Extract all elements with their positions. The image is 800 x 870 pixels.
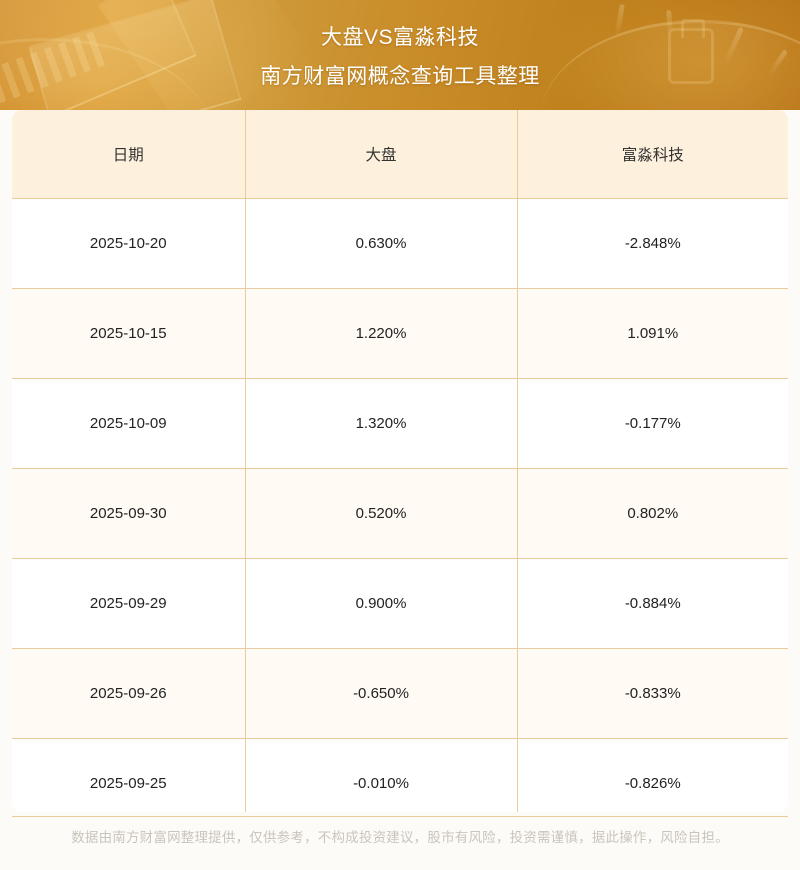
cell-date: 2025-10-15: [12, 287, 246, 378]
cell-index: 0.630%: [245, 197, 518, 288]
page-title: 大盘VS富淼科技: [320, 25, 479, 49]
table-body: 2025-10-20 0.630% -2.848% 2025-10-15 1.2…: [12, 197, 788, 812]
cell-date: 2025-09-30: [12, 467, 246, 558]
table-row: 2025-09-26 -0.650% -0.833%: [12, 647, 788, 738]
cell-stock: -0.833%: [517, 647, 788, 738]
cell-date: 2025-10-09: [12, 377, 246, 468]
header-banner: 大盘VS富淼科技 南方财富网概念查询工具整理: [0, 0, 800, 110]
cell-stock: 0.802%: [517, 467, 788, 558]
disclaimer-note: 数据由南方财富网整理提供，仅供参考，不构成投资建议，股市有风险，投资需谨慎，据此…: [71, 830, 729, 845]
cell-stock: -0.177%: [517, 377, 788, 468]
cell-date: 2025-10-20: [12, 197, 246, 288]
table-row: 2025-10-20 0.630% -2.848%: [12, 197, 788, 288]
cell-index: -0.650%: [245, 647, 518, 738]
cell-stock: -0.884%: [517, 557, 788, 648]
footer: 数据由南方财富网整理提供，仅供参考，不构成投资建议，股市有风险，投资需谨慎，据此…: [12, 816, 788, 846]
table-header-row: 日期 大盘 富淼科技: [12, 110, 788, 198]
table-row: 2025-09-29 0.900% -0.884%: [12, 557, 788, 648]
table-row: 2025-10-09 1.320% -0.177%: [12, 377, 788, 468]
cell-index: 0.900%: [245, 557, 518, 648]
cell-date: 2025-09-25: [12, 737, 246, 812]
cell-date: 2025-09-29: [12, 557, 246, 648]
cell-stock: -0.826%: [517, 737, 788, 812]
cell-index: 0.520%: [245, 467, 518, 558]
cell-index: -0.010%: [245, 737, 518, 812]
cell-date: 2025-09-26: [12, 647, 246, 738]
column-header-stock: 富淼科技: [517, 110, 788, 198]
table-card: 南方财富网 Southmoney.com 日期 大盘 富淼科技 2025-10-…: [12, 110, 788, 812]
banner-text-block: 大盘VS富淼科技 南方财富网概念查询工具整理: [0, 0, 800, 110]
comparison-table: 日期 大盘 富淼科技 2025-10-20 0.630% -2.848% 202…: [12, 110, 788, 812]
page-subtitle: 南方财富网概念查询工具整理: [260, 64, 540, 88]
table-row: 2025-10-15 1.220% 1.091%: [12, 287, 788, 378]
table-row: 2025-09-25 -0.010% -0.826%: [12, 737, 788, 812]
cell-index: 1.220%: [245, 287, 518, 378]
column-header-index: 大盘: [245, 110, 518, 198]
table-row: 2025-09-30 0.520% 0.802%: [12, 467, 788, 558]
cell-index: 1.320%: [245, 377, 518, 468]
table-head: 日期 大盘 富淼科技: [12, 110, 788, 198]
cell-stock: 1.091%: [517, 287, 788, 378]
cell-stock: -2.848%: [517, 197, 788, 288]
column-header-date: 日期: [12, 110, 246, 198]
